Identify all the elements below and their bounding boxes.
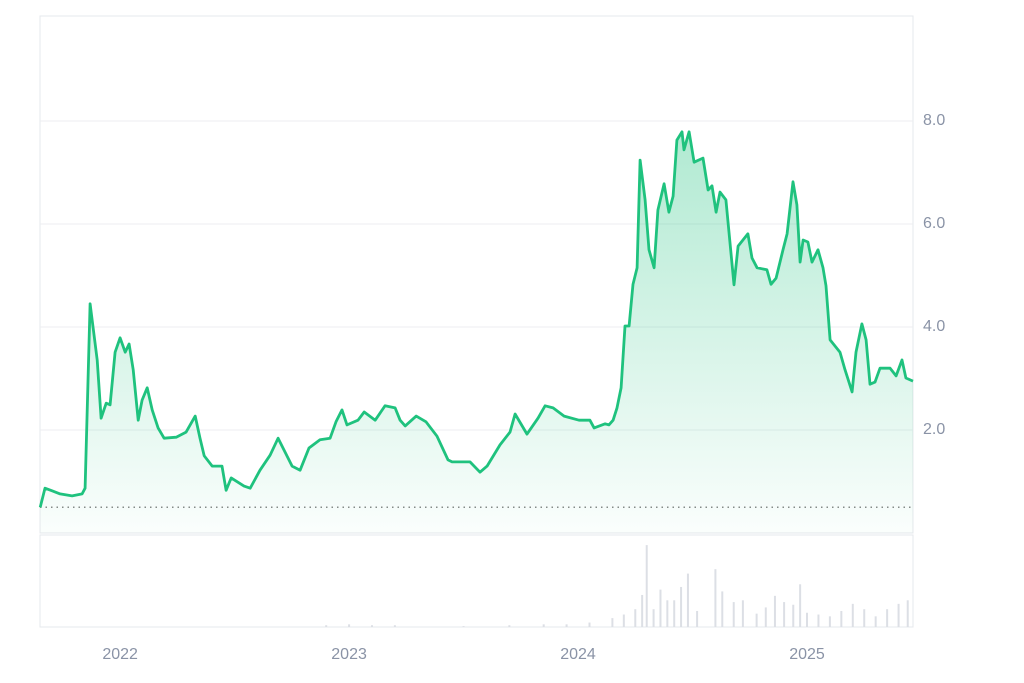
volume-bar <box>588 622 591 627</box>
x-tick-label: 2025 <box>789 646 825 663</box>
volume-bar <box>622 614 625 627</box>
area <box>40 131 913 534</box>
x-tick-label: 2022 <box>102 646 138 663</box>
volume-bar <box>851 603 854 627</box>
volume-bar <box>370 625 373 627</box>
volume-bar <box>686 573 689 627</box>
volume-bar <box>611 618 614 627</box>
volume-bar <box>348 624 351 627</box>
x-tick-label: 2023 <box>331 646 367 663</box>
volume-bar <box>805 612 808 627</box>
volume-bar <box>634 609 637 627</box>
volume-bar <box>673 600 676 627</box>
volume-bar <box>773 595 776 627</box>
volume-bar <box>565 624 568 627</box>
volume-bar <box>721 591 724 627</box>
y-tick-label: 2.0 <box>923 421 945 438</box>
y-tick-label: 6.0 <box>923 215 945 232</box>
volume-bar <box>659 589 662 627</box>
volume-bar <box>828 616 831 627</box>
volume-bar <box>732 602 735 627</box>
volume-bar <box>696 610 699 627</box>
volume-bar <box>897 603 900 627</box>
volume-bar <box>886 609 889 627</box>
volume-bar <box>508 625 511 627</box>
volume-bar <box>863 609 866 627</box>
volume-bar <box>817 614 820 627</box>
volume-bar <box>714 569 717 627</box>
volume-bar <box>799 584 802 627</box>
volume-bar <box>680 586 683 627</box>
volume-bar <box>755 613 758 627</box>
y-tick-label: 8.0 <box>923 112 945 129</box>
volume-bar <box>874 616 877 627</box>
volume-bar <box>542 624 545 627</box>
volume-bar <box>840 610 843 627</box>
volume-bar <box>666 600 669 627</box>
volume-frame <box>39 534 914 628</box>
volume-bar <box>641 594 644 627</box>
volume-bar <box>783 602 786 627</box>
volume-bar <box>462 626 465 627</box>
volume-bar <box>792 604 795 627</box>
volume-bar <box>325 625 328 627</box>
volume-bar <box>393 625 396 627</box>
y-tick-label: 4.0 <box>923 318 945 335</box>
volume-bar <box>764 607 767 627</box>
volume-bar <box>645 545 648 627</box>
volume-bar <box>906 600 909 627</box>
x-tick-label: 2024 <box>560 646 596 663</box>
price-line <box>38 130 914 508</box>
volume-bar <box>741 600 744 627</box>
volume-bar <box>652 609 655 627</box>
